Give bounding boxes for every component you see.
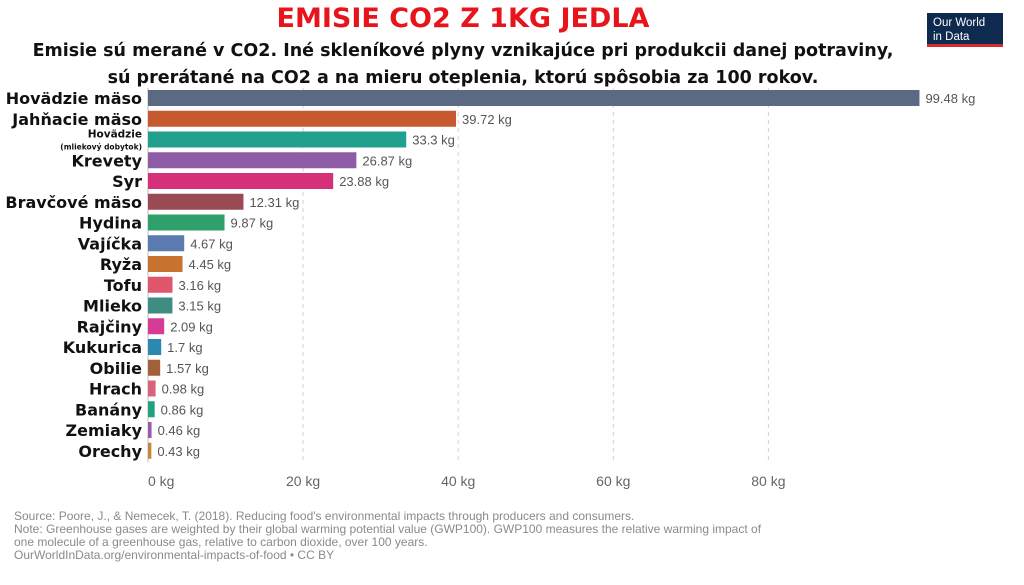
category-label: Hydina — [79, 214, 142, 233]
category-label: Orechy — [78, 442, 142, 461]
data-label: 3.16 kg — [179, 278, 222, 293]
source-notes: Source: Poore, J., & Nemecek, T. (2018).… — [14, 510, 1004, 562]
data-label: 39.72 kg — [462, 112, 512, 127]
data-label: 3.15 kg — [178, 299, 221, 314]
category-label: Syr — [112, 172, 142, 191]
data-label: 1.7 kg — [167, 340, 202, 355]
bar — [148, 152, 357, 169]
logo-line-2: in Data — [933, 31, 970, 43]
data-label: 0.98 kg — [162, 382, 205, 397]
category-label: Tofu — [104, 276, 142, 295]
logo-line-1: Our World — [933, 17, 986, 29]
category-sublabel: (mliekový dobytok) — [60, 143, 142, 152]
category-label: Vajíčka — [78, 234, 142, 253]
category-label: Hovädzie — [88, 129, 142, 141]
bar — [148, 442, 152, 459]
category-label: Kukurica — [63, 338, 142, 357]
bar — [148, 131, 407, 148]
category-label: Obilie — [90, 359, 143, 378]
x-tick-label: 80 kg — [751, 473, 785, 489]
bar — [148, 193, 244, 210]
category-label: Hrach — [89, 380, 142, 399]
data-label: 0.86 kg — [161, 402, 204, 417]
data-label: 2.09 kg — [170, 319, 213, 334]
data-label: 9.87 kg — [231, 216, 274, 231]
bar — [148, 235, 185, 252]
category-label: Rajčiny — [77, 317, 143, 336]
x-tick-label: 20 kg — [286, 473, 320, 489]
bar — [148, 297, 173, 314]
bar — [148, 276, 173, 293]
note-line-2: one molecule of a greenhouse gas, relati… — [14, 535, 428, 549]
data-label: 99.48 kg — [925, 91, 975, 106]
data-label: 0.46 kg — [158, 423, 201, 438]
bar — [148, 173, 334, 189]
category-label: Ryža — [100, 255, 142, 274]
category-label: Jahňacie mäso — [11, 110, 142, 129]
note-line-1: Note: Greenhouse gases are weighted by t… — [14, 522, 762, 536]
owid-logo: Our World in Data — [927, 13, 1003, 47]
chart-subtitle: Emisie sú merané v CO2. Iné skleníkové p… — [0, 38, 926, 92]
data-label: 33.3 kg — [412, 133, 455, 148]
category-label: Hovädzie mäso — [6, 89, 142, 108]
category-label: Bravčové mäso — [5, 193, 142, 212]
data-label: 1.57 kg — [166, 361, 209, 376]
data-label: 0.43 kg — [157, 444, 200, 459]
source-url: OurWorldInData.org/environmental-impacts… — [14, 548, 335, 562]
bar — [148, 110, 457, 127]
x-tick-label: 40 kg — [441, 473, 475, 489]
data-label: 4.45 kg — [189, 257, 232, 272]
x-tick-label: 60 kg — [596, 473, 630, 489]
data-label: 26.87 kg — [362, 153, 412, 168]
bar — [148, 339, 162, 355]
bar — [148, 401, 155, 418]
bar — [148, 214, 225, 231]
data-label: 23.88 kg — [339, 174, 389, 189]
bar — [148, 422, 152, 438]
bar — [148, 90, 920, 106]
bar — [148, 256, 183, 272]
subtitle-line-2: sú prerátané na CO2 a na mieru oteplenia… — [107, 68, 819, 88]
subtitle-line-1: Emisie sú merané v CO2. Iné skleníkové p… — [32, 41, 894, 61]
category-label: Mlieko — [83, 297, 142, 316]
bar — [148, 359, 161, 376]
data-label: 4.67 kg — [190, 236, 233, 251]
category-label: Zemiaky — [66, 421, 143, 440]
page-title: EMISIE CO2 Z 1KG JEDLA — [276, 3, 650, 34]
source-text: Source: Poore, J., & Nemecek, T. (2018).… — [14, 509, 635, 523]
category-label: Banány — [75, 400, 143, 419]
x-tick-label: 0 kg — [148, 473, 174, 489]
bar — [148, 380, 156, 397]
data-label: 12.31 kg — [249, 195, 299, 210]
category-label: Krevety — [72, 151, 143, 170]
bar — [148, 318, 165, 335]
bar-chart: 0 kg 20 kg 40 kg 60 kg 80 kg 99.48 kg Hovädzie… — [5, 88, 975, 489]
